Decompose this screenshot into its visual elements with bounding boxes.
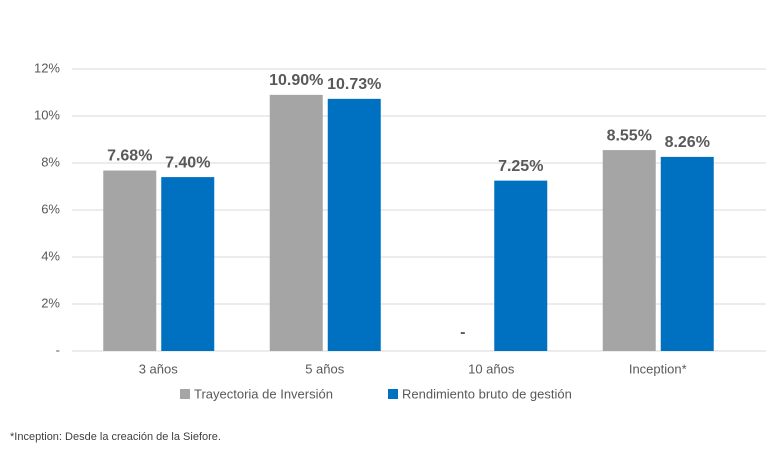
value-label: 7.68% (107, 148, 152, 165)
y-tick-label: 6% (41, 201, 60, 216)
y-tick-label: 2% (41, 295, 60, 310)
value-label: - (460, 324, 465, 341)
x-tick-label: Inception* (629, 361, 687, 376)
value-label: 10.73% (327, 76, 381, 93)
footnote: *Inception: Desde la creación de la Sief… (10, 431, 221, 443)
bar (602, 150, 656, 351)
value-label: 7.25% (498, 158, 543, 175)
y-tick-label: 8% (41, 154, 60, 169)
value-label: 8.26% (665, 134, 710, 151)
value-label: 10.90% (269, 72, 323, 89)
legend-swatch (388, 389, 398, 399)
legend-label: Trayectoria de Inversión (194, 386, 333, 401)
y-tick-label: 10% (34, 107, 60, 122)
legend-label: Rendimiento bruto de gestión (402, 386, 572, 401)
y-tick-label: 4% (41, 248, 60, 263)
y-tick-label: 12% (34, 60, 60, 75)
y-tick-label: - (56, 342, 60, 357)
x-tick-label: 10 años (468, 361, 515, 376)
value-label: 8.55% (607, 127, 652, 144)
bar (494, 180, 548, 351)
bar (327, 98, 381, 351)
x-tick-label: 3 años (139, 361, 179, 376)
bar (161, 177, 215, 351)
bar (660, 156, 714, 351)
value-label: 7.40% (165, 154, 210, 171)
bar (103, 170, 157, 351)
x-tick-label: 5 años (305, 361, 345, 376)
legend-swatch (180, 389, 190, 399)
bar (269, 94, 323, 351)
